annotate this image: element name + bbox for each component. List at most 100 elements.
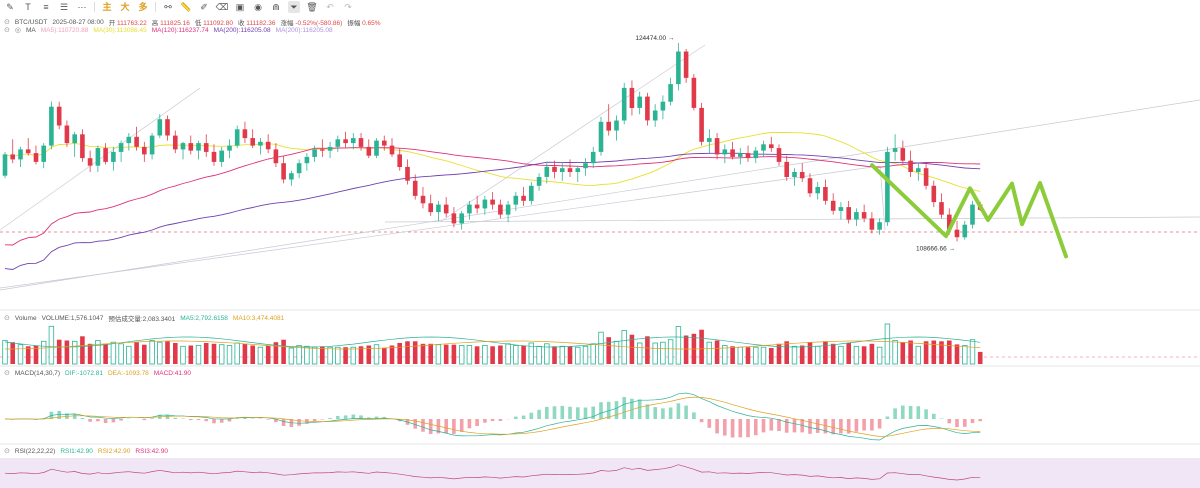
macd-bar [947, 419, 952, 424]
candle-body [389, 145, 395, 155]
volume-bar [165, 341, 170, 364]
macd-value: MACD:41.90 [153, 369, 192, 377]
redo-icon[interactable]: ↷ [344, 2, 352, 12]
trash-icon[interactable]: 🗑 [306, 2, 318, 12]
volume-bar [80, 336, 85, 364]
macd-bar [312, 419, 317, 422]
candle-body [931, 185, 937, 203]
macd-bar [707, 419, 712, 428]
candle-body [738, 153, 743, 157]
candle-body [304, 156, 310, 164]
da-tag-icon[interactable]: 大 [120, 2, 130, 12]
volume-bar [629, 334, 635, 364]
undo-icon[interactable]: ↶ [326, 2, 334, 12]
macd-bar [103, 419, 108, 423]
macd-bar [421, 419, 425, 432]
candle-body [420, 195, 426, 204]
macd-info-row: ⊙ MACD(14,30,7) DIF:-1072.81 DEA:-1093.7… [4, 369, 192, 378]
volume-bar [575, 346, 581, 365]
candle-body [358, 138, 364, 147]
settings-icon[interactable]: ⊙ [4, 19, 10, 26]
magnet-icon[interactable]: ⋒ [272, 2, 280, 12]
image-icon[interactable]: ▣ [235, 2, 245, 12]
volume-bar [64, 340, 70, 364]
macd-bar [545, 406, 549, 419]
volume-bar [823, 341, 828, 364]
link-icon[interactable]: ⚯ [164, 2, 172, 12]
volume-bar [737, 346, 743, 365]
macd-bar [645, 404, 650, 419]
macd-bar [846, 419, 851, 434]
candle-body [900, 148, 906, 161]
text-tool-icon[interactable]: T [25, 2, 31, 12]
volume-bar [412, 341, 418, 364]
settings-icon[interactable]: ⊙ [4, 370, 10, 377]
zhu-tag-icon[interactable]: 主 [102, 2, 112, 12]
macd-bar [343, 415, 348, 419]
pen-tool-icon[interactable]: ✎ [6, 2, 14, 12]
macd-bar [854, 419, 859, 432]
candle-body [265, 141, 271, 150]
candle-body [815, 187, 820, 194]
lines-tool-icon[interactable]: ≡ [43, 2, 49, 12]
candle-body [80, 134, 85, 159]
volume-bar [25, 346, 31, 364]
ruler-icon[interactable]: 📏 [180, 2, 192, 12]
volume-bar [853, 345, 860, 365]
eye-icon[interactable]: ◉ [254, 2, 262, 12]
brush-icon[interactable]: ✐ [200, 2, 208, 12]
candle-body [730, 149, 735, 157]
volume-bar [273, 342, 279, 364]
macd-bar [498, 419, 503, 421]
candle-body [196, 143, 201, 151]
parallel-tool-icon[interactable]: ☰ [59, 2, 69, 12]
macd-bar [568, 406, 572, 419]
macd-bar [754, 419, 758, 436]
candle-body [149, 135, 155, 155]
volume-bar [528, 342, 534, 365]
trendline [879, 165, 886, 231]
est-volume-value: 预估成交量:2,083.3401 [108, 316, 176, 323]
volume-bar [939, 341, 944, 364]
candle-body [629, 87, 635, 108]
macd-bar [815, 419, 820, 433]
candle-body [575, 168, 581, 172]
candle-body [722, 149, 728, 155]
volume-bar [382, 348, 387, 364]
duo-tag-icon[interactable]: 多 [138, 2, 148, 12]
candle-body [180, 143, 186, 150]
candle-body [366, 146, 372, 156]
macd-bar [939, 418, 944, 419]
candle-body [335, 139, 341, 147]
volume-bar [281, 339, 286, 364]
candle-body [374, 140, 379, 156]
macd-bar [823, 419, 828, 434]
eraser-icon[interactable]: ⌫ [215, 2, 229, 12]
candle-body [846, 207, 851, 220]
close-label: 收 [237, 20, 245, 27]
candle-body [970, 204, 975, 225]
candle-body [823, 187, 828, 201]
volume-bar [513, 345, 519, 365]
candle-body [513, 195, 519, 205]
filter-icon[interactable]: ⏷ [288, 1, 300, 13]
macd-bar [189, 419, 193, 421]
eye-icon[interactable]: ◎ [14, 27, 21, 34]
volume-bar [466, 345, 473, 365]
volume-bar [908, 340, 913, 364]
settings-icon[interactable]: ⊙ [4, 448, 10, 455]
ma30-line [4, 131, 981, 192]
settings-icon[interactable]: ⊙ [4, 27, 10, 34]
macd-bar [676, 403, 681, 419]
volume-bar [110, 341, 117, 365]
volume-value: VOLUME:1,576.1047 [41, 314, 104, 322]
settings-icon[interactable]: ⊙ [4, 315, 10, 322]
volume-bar [706, 341, 712, 365]
macd-bar [901, 405, 905, 419]
more-tools-icon[interactable]: ⋯ [77, 2, 87, 12]
macd-bar [150, 418, 154, 419]
macd-bar [351, 414, 356, 419]
low-annotation: 108666.66 → [916, 245, 955, 252]
volume-bar [683, 335, 689, 364]
